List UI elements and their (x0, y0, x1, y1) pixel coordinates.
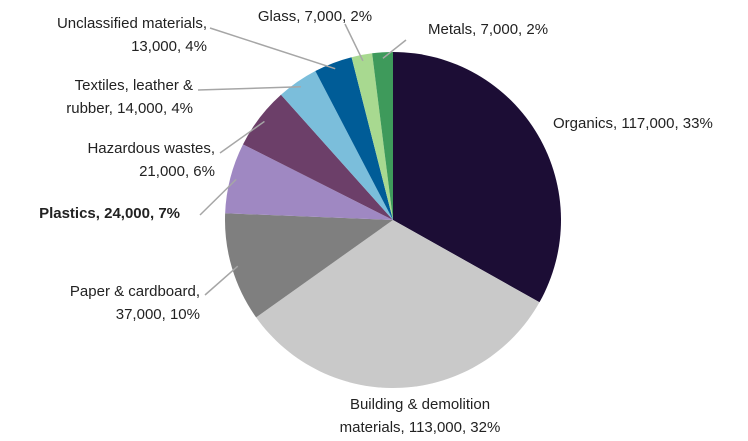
slice-label: Unclassified materials, (57, 15, 207, 32)
slice-label: Metals, 7,000, 2% (428, 21, 548, 38)
pie-slice (372, 52, 393, 220)
leader-line (197, 86, 301, 91)
slice-label: materials, 113,000, 32% (340, 419, 501, 436)
leader-line (219, 120, 265, 154)
slice-label: Textiles, leather & (75, 77, 193, 94)
pie-slice (256, 220, 540, 389)
leader-line (209, 27, 336, 70)
slice-label: Paper & cardboard, (70, 283, 200, 300)
slice-label: Glass, 7,000, 2% (258, 8, 372, 25)
slice-label: Plastics, 24,000, 7% (39, 205, 180, 222)
pie-slice (225, 213, 393, 318)
leader-line (344, 23, 364, 62)
leader-line (204, 265, 239, 296)
slice-label: rubber, 14,000, 4% (66, 100, 193, 117)
pie-slice (225, 144, 393, 220)
slice-label: 37,000, 10% (116, 306, 200, 323)
pie-slice (280, 71, 393, 220)
pie-slice (393, 52, 561, 303)
pie-slice (315, 57, 393, 220)
slice-label: 13,000, 4% (131, 38, 207, 55)
pie-slice (243, 94, 393, 220)
slice-label: 21,000, 6% (139, 163, 215, 180)
slice-label: Hazardous wastes, (87, 140, 215, 157)
leader-line (199, 178, 237, 216)
slice-label: Building & demolition (350, 396, 490, 413)
pie-slice (351, 53, 393, 220)
slice-label: Organics, 117,000, 33% (553, 115, 713, 132)
leader-line (382, 39, 407, 59)
